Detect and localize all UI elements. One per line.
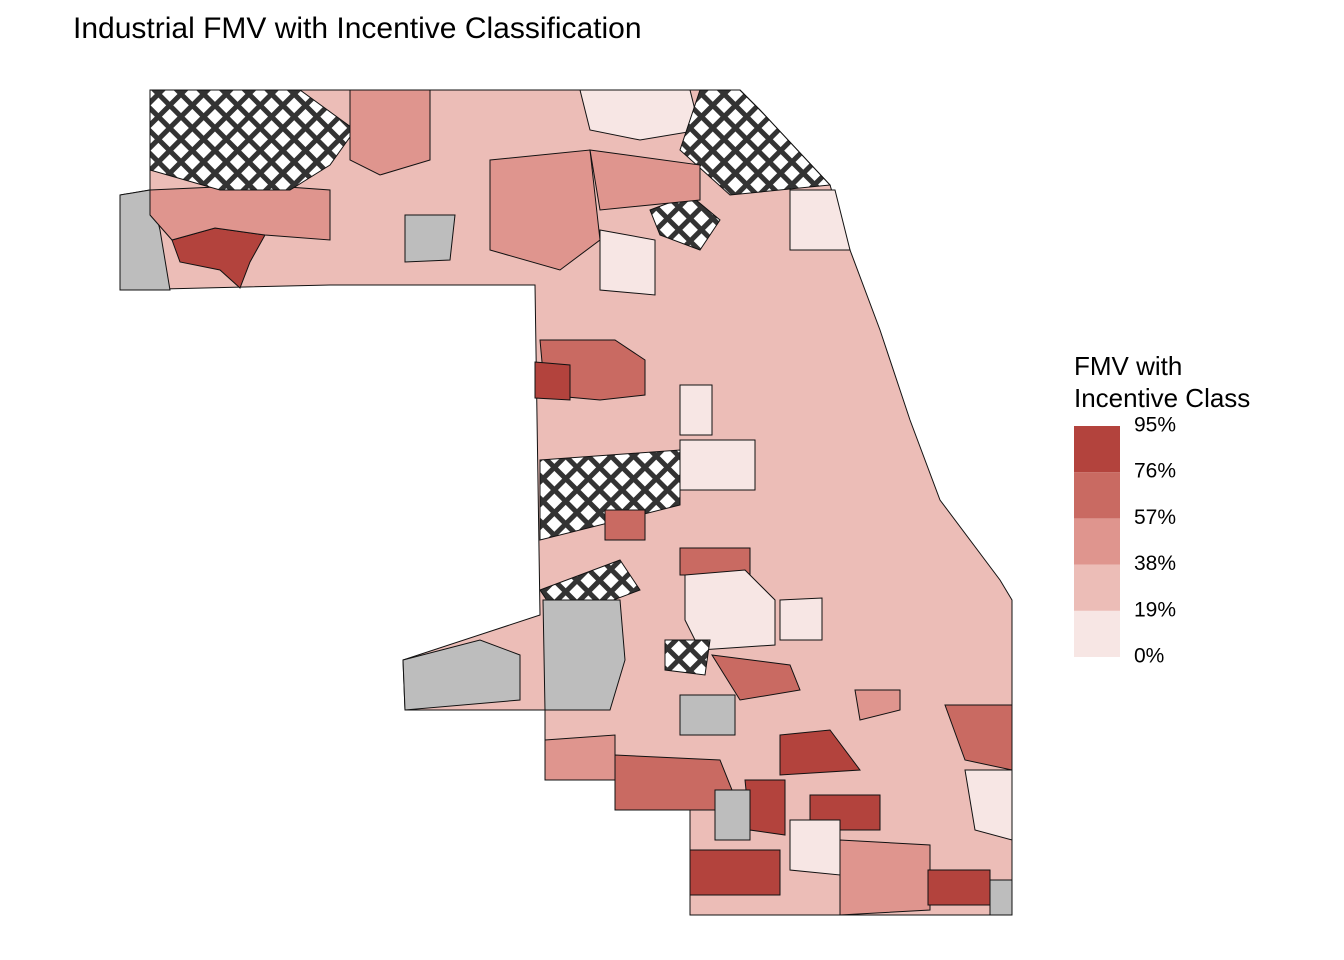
legend-swatch [1074,426,1120,473]
unincorporated-area [679,694,736,736]
region [489,149,601,271]
region [599,229,656,296]
region [779,597,823,641]
region [689,849,781,896]
hatched-region [664,639,711,676]
legend-swatch [1074,564,1120,611]
region [927,869,991,906]
unincorporated-area [989,879,1013,916]
region [789,819,841,876]
legend: FMV with Incentive Class 0% 19% 38% 57% 76% 9… [1074,351,1250,668]
region [839,839,931,916]
legend-swatch [1074,518,1120,565]
legend-label: 0% [1134,645,1164,668]
region [789,189,851,251]
legend-label: 38% [1134,552,1176,575]
legend-title: FMV with [1074,351,1182,381]
region [534,361,571,401]
region [579,89,701,141]
hatched-region [539,449,681,541]
unincorporated-area [402,639,521,711]
region [349,89,431,176]
legend-label: 57% [1134,506,1176,529]
hatched-region [679,89,832,196]
region [604,509,646,541]
region [589,149,701,211]
unincorporated-area [119,189,171,291]
region [744,779,786,836]
legend-swatch [1074,610,1120,657]
unincorporated-area [404,214,456,263]
region [679,384,713,436]
region [684,569,776,651]
county-map [119,89,1013,916]
map-title: Industrial FMV with Incentive Classifica… [73,12,642,45]
unincorporated-area [542,599,626,711]
region [544,734,616,781]
region [854,689,901,721]
legend-label: 19% [1134,598,1176,621]
region [779,729,861,776]
unincorporated-area [714,789,751,841]
region [964,769,1013,841]
region [679,439,756,491]
legend-swatch [1074,472,1120,519]
region [711,654,801,701]
hatched-region [149,89,356,191]
legend-title: Incentive Class [1074,383,1250,413]
legend-label: 76% [1134,460,1176,483]
region [149,184,331,241]
legend-label: 95% [1134,414,1176,437]
